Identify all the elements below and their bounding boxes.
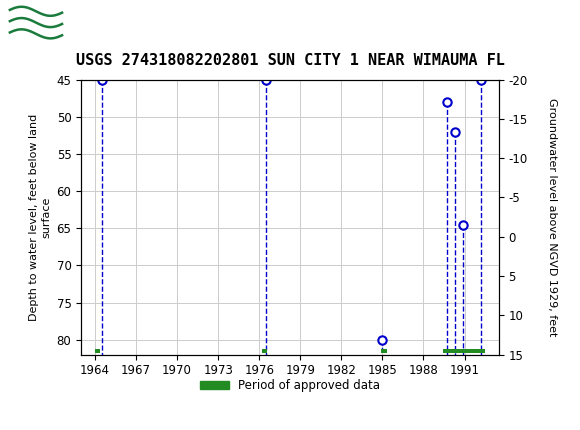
Bar (443, 349, 485, 353)
Bar (262, 349, 267, 353)
Legend: Period of approved data: Period of approved data (195, 375, 385, 397)
Bar (95, 349, 100, 353)
FancyBboxPatch shape (7, 3, 65, 42)
Bar (381, 349, 386, 353)
Text: USGS 274318082202801 SUN CITY 1 NEAR WIMAUMA FL: USGS 274318082202801 SUN CITY 1 NEAR WIM… (75, 53, 505, 68)
Text: USGS: USGS (74, 11, 146, 34)
Y-axis label: Depth to water level, feet below land
surface: Depth to water level, feet below land su… (30, 114, 51, 321)
Y-axis label: Groundwater level above NGVD 1929, feet: Groundwater level above NGVD 1929, feet (547, 98, 557, 336)
